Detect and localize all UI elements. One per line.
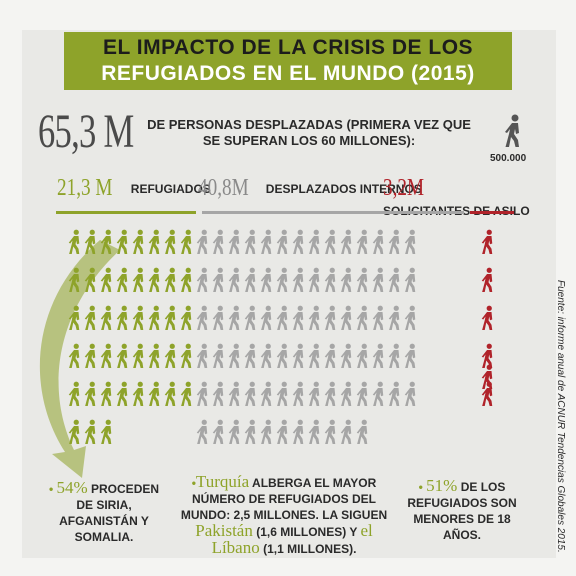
fact-turkey: Turquía [195, 472, 250, 491]
fact-origin: • 54% PROCEDEN DE SIRIA, AFGANISTÁN Y SO… [48, 478, 160, 544]
walking-person-icon [505, 114, 519, 147]
fact-host-text-3: (1,1 MILLONES). [263, 542, 357, 556]
fact-origin-text: PROCEDEN DE SIRIA, AFGANISTÁN Y SOMALIA. [59, 482, 160, 544]
internally-displaced-label: DESPLAZADOS INTERNOS [265, 181, 422, 196]
title-banner: EL IMPACTO DE LA CRISIS DE LOS REFUGIADO… [64, 32, 512, 90]
internally-displaced-bar [202, 211, 464, 214]
fact-lebanon: el Líbano [211, 521, 373, 557]
fact-pakistan: Pakistán [195, 521, 253, 540]
fact-minors-text: DE LOS REFUGIADOS SON MENORES DE 18 AÑOS… [407, 480, 517, 542]
category-internally-displaced: 40,8M DESPLAZADOS INTERNOS [198, 175, 422, 205]
fact-minors: • 51% DE LOS REFUGIADOS SON MENORES DE 1… [407, 476, 517, 542]
title-line-2: REFUGIADOS EN EL MUNDO (2015) [101, 62, 475, 85]
category-asylum-seekers: 3,2M SOLICITANTES DE ASILO [383, 175, 576, 218]
total-displaced-number: 65,3 M [38, 105, 134, 158]
fact-host-text-2: (1,6 MILLONES) Y [256, 525, 358, 539]
infographic-background [22, 30, 556, 558]
asylum-seekers-label: SOLICITANTES DE ASILO [383, 204, 530, 218]
asylum-seekers-value: 3,2M [383, 175, 425, 201]
category-refugees: 21,3 M REFUGIADOS [57, 175, 211, 205]
refugees-bar [56, 211, 196, 214]
legend-label: 500.000 [490, 153, 527, 164]
fact-minors-percent: 51% [426, 476, 458, 495]
asylum-seekers-bar [470, 211, 514, 214]
source-note: Fuente: informe anual de ACNUR Tendencia… [555, 280, 566, 553]
fact-host-text-1: ALBERGA EL MAYOR NÚMERO DE REFUGIADOS DE… [180, 476, 388, 522]
fact-origin-percent: 54% [56, 478, 88, 497]
headline-text: DE PERSONAS DESPLAZADAS (PRIMERA VEZ QUE… [147, 117, 471, 148]
title-line-1: EL IMPACTO DE LA CRISIS DE LOS [102, 36, 474, 59]
fact-host-countries: •Turquía ALBERGA EL MAYOR NÚMERO DE REFU… [180, 472, 388, 557]
refugees-value: 21,3 M [57, 175, 113, 201]
internally-displaced-value: 40,8M [198, 175, 249, 201]
refugees-label: REFUGIADOS [130, 181, 211, 196]
